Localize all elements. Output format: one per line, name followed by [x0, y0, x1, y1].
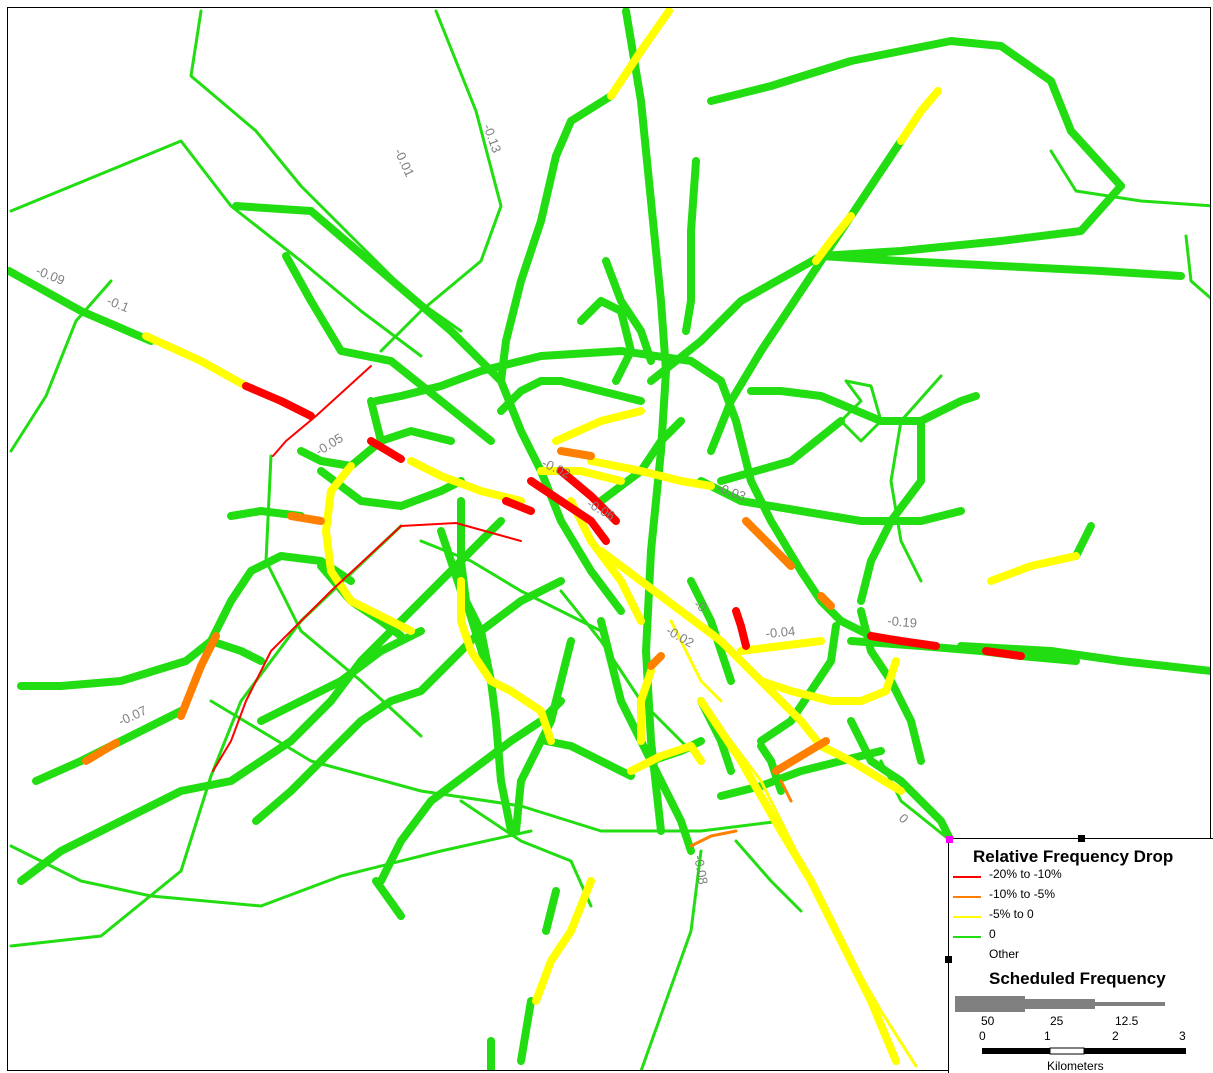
scale-tick-label: 2 [1112, 1029, 1119, 1043]
legend-item: 0 [949, 927, 1209, 945]
map-legend: Relative Frequency Drop -20% to -10% -10… [948, 838, 1213, 1073]
route-label: -0.01 [391, 146, 417, 179]
route-label: 0 [896, 811, 912, 827]
legend-item: -5% to 0 [949, 907, 1209, 925]
legend-item-label: Other [989, 947, 1019, 961]
legend-item-label: -20% to -10% [989, 867, 1062, 881]
legend-item-label: 0 [989, 927, 996, 941]
legend-swatch [953, 936, 981, 938]
legend-item-label: -5% to 0 [989, 907, 1034, 921]
route-label: -0.05 [313, 430, 346, 458]
frequency-value: 12.5 [1115, 1014, 1138, 1028]
frequency-value: 50 [981, 1014, 994, 1028]
scale-bar [949, 1045, 1213, 1059]
frequency-value: 25 [1050, 1014, 1063, 1028]
route-label: -0.19 [887, 613, 918, 631]
selection-handle[interactable] [946, 836, 953, 843]
scale-tick-label: 0 [979, 1029, 986, 1043]
selection-handle[interactable] [1078, 835, 1085, 842]
frequency-title: Scheduled Frequency [989, 969, 1166, 989]
route-label: -0.02 [664, 623, 697, 651]
route-label: -0.04 [765, 623, 796, 641]
legend-title: Relative Frequency Drop [973, 847, 1173, 867]
legend-swatch [953, 916, 981, 918]
legend-item: -10% to -5% [949, 887, 1209, 905]
legend-item: Other [949, 947, 1209, 965]
route-label: -0.1 [105, 293, 131, 315]
legend-swatch [953, 876, 981, 878]
route-label: -0.08 [691, 854, 711, 886]
scale-tick-label: 3 [1179, 1029, 1186, 1043]
legend-item-label: -10% to -5% [989, 887, 1055, 901]
scale-tick-label: 1 [1044, 1029, 1051, 1043]
legend-swatch [953, 896, 981, 898]
legend-item: -20% to -10% [949, 867, 1209, 885]
scale-unit-label: Kilometers [1047, 1059, 1104, 1073]
route-label: -0.07 [116, 703, 149, 729]
